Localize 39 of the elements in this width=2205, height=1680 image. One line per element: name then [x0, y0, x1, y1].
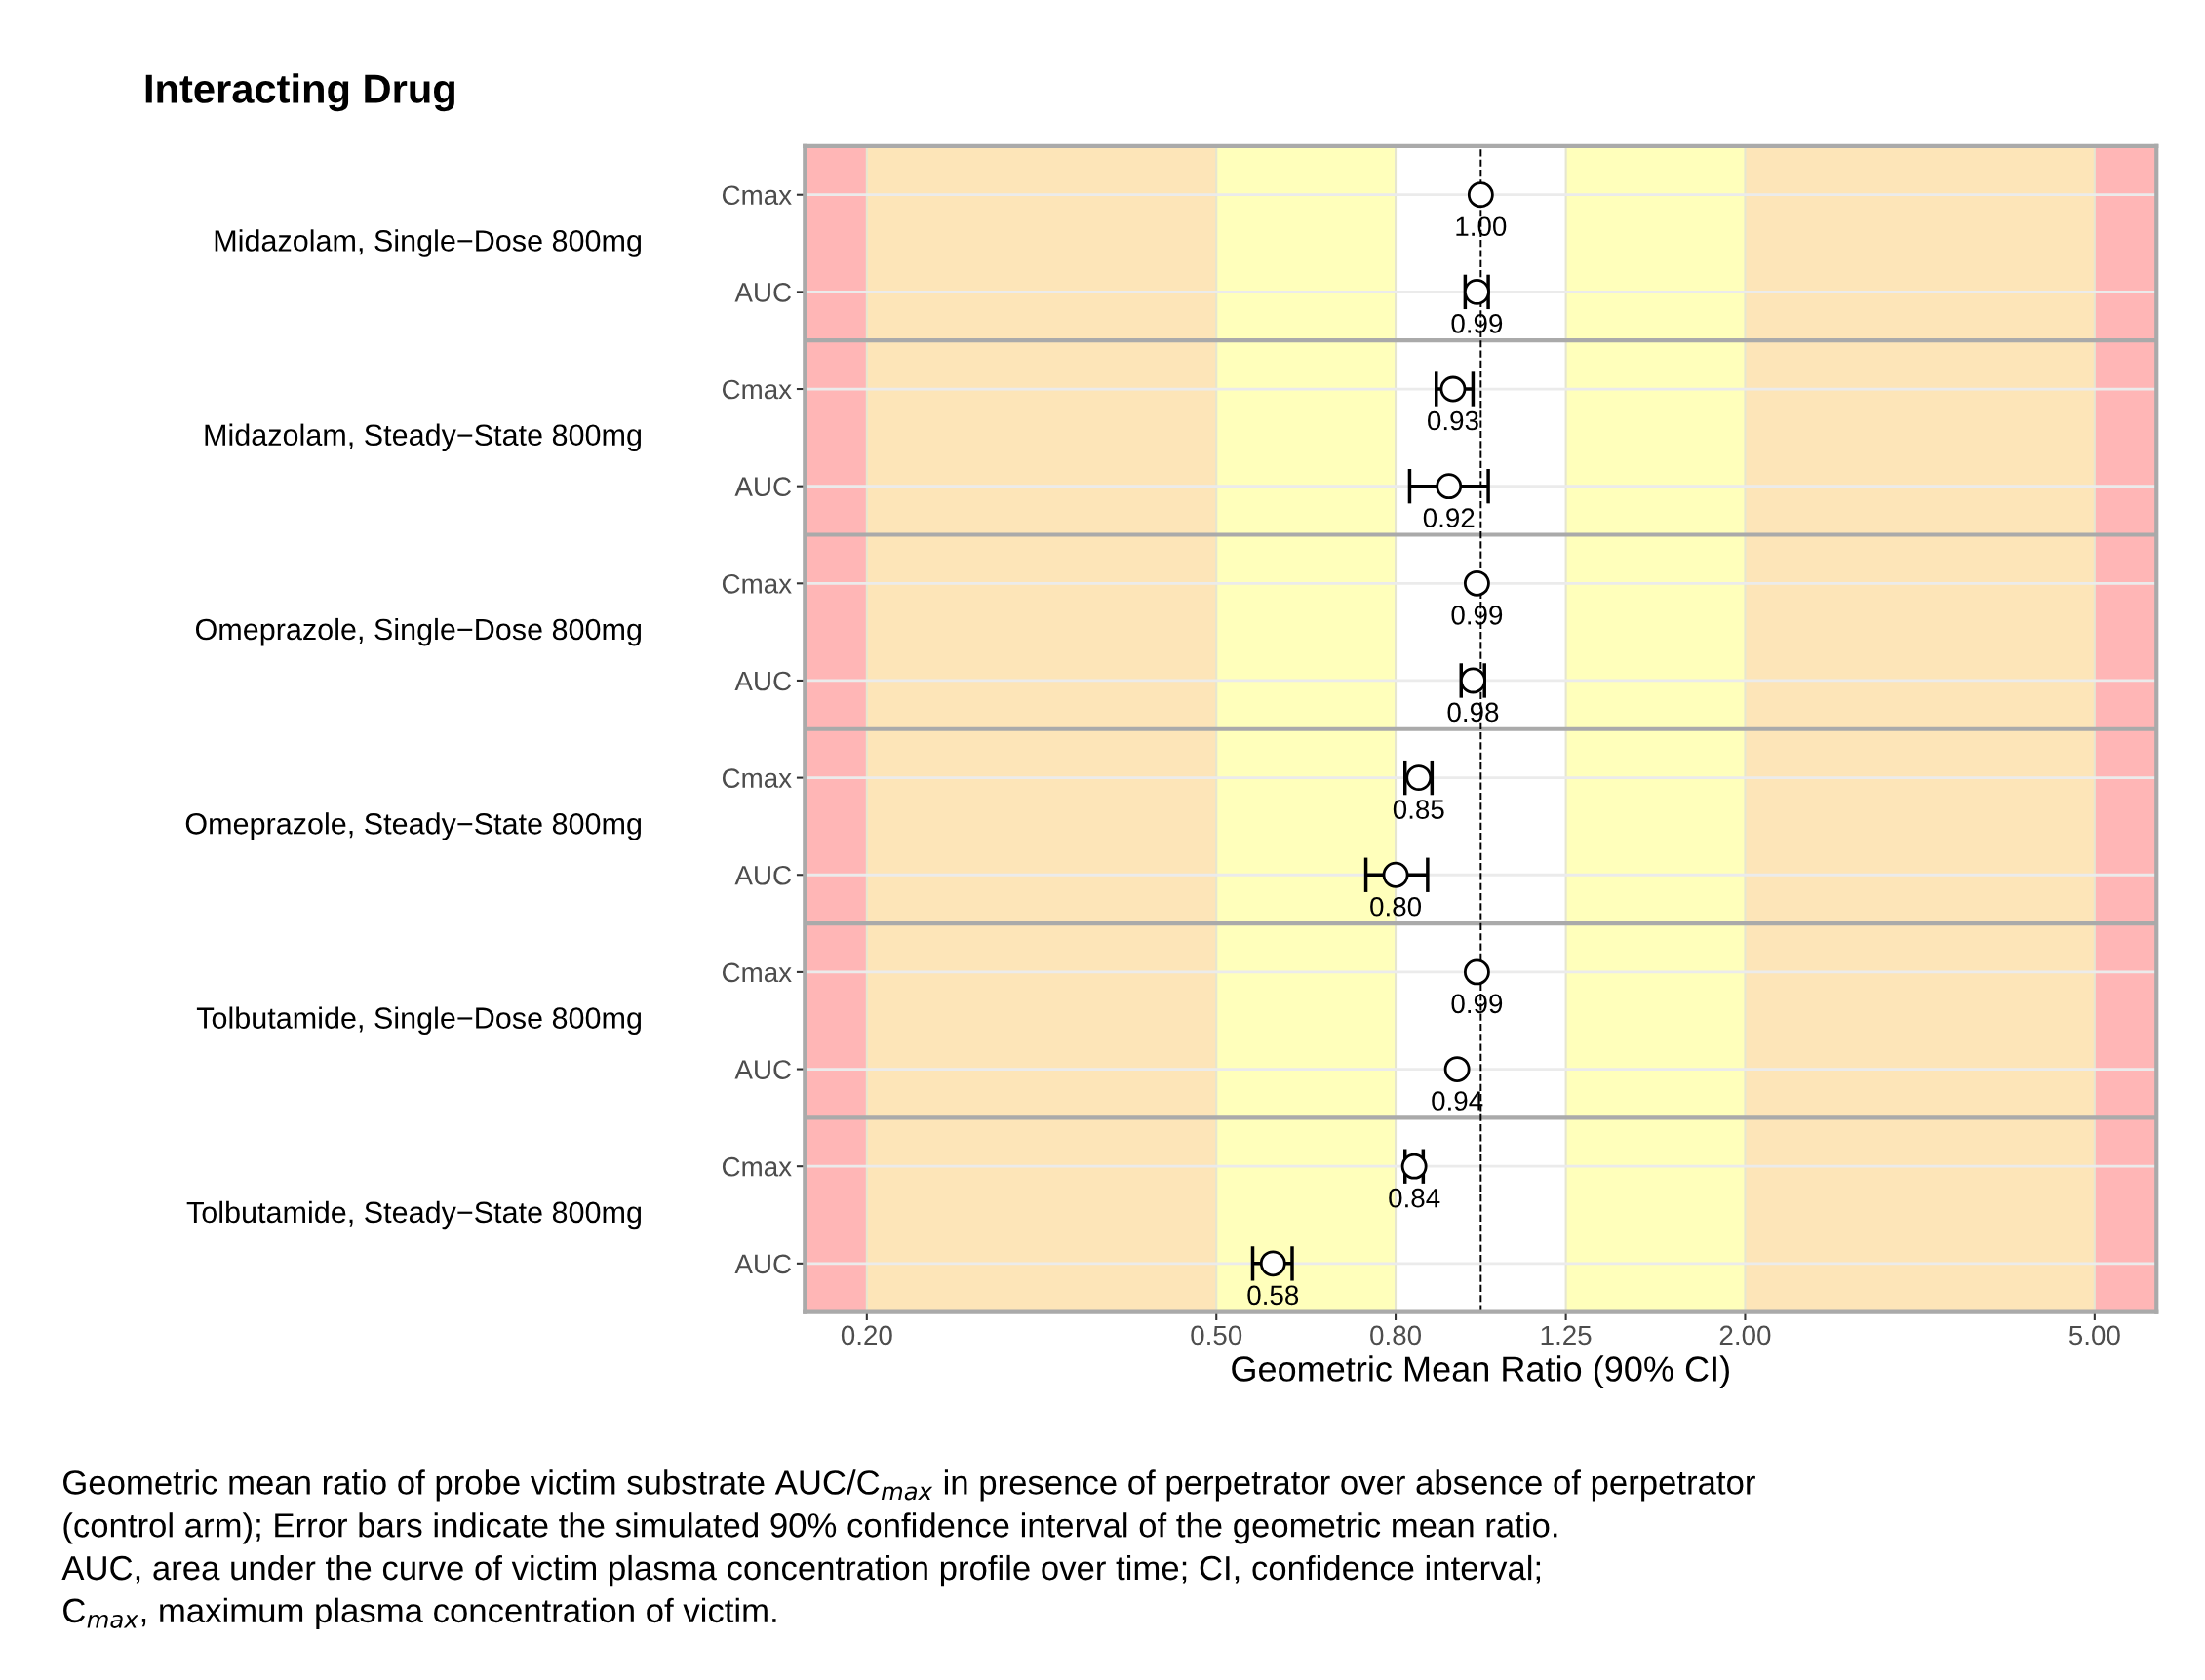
y-tick-label: AUC	[734, 283, 792, 302]
x-tick-label: 5.00	[2068, 1325, 2120, 1346]
x-tick-label: 0.80	[1370, 1325, 1422, 1346]
y-tick-label: Cmax	[722, 768, 792, 788]
data-label: 1.00	[1456, 216, 1507, 237]
data-label: 0.84	[1389, 1188, 1440, 1208]
data-label: 0.80	[1370, 896, 1422, 917]
data-label: 0.99	[1451, 605, 1503, 625]
y-tick-label: Cmax	[722, 1156, 792, 1177]
x-tick-label: 0.20	[841, 1325, 892, 1346]
y-tick-label: AUC	[734, 671, 792, 691]
text: Geometric mean ratio of probe victim substrate AUC/C$_{max}$ in presence of perpetrator over absence of perpetrator (control arm); Error bars indicate the simulated 90% confidence interval of the geometric mean ratio. AUC, area under the curve of victim plasma concentration profile over time; CI, confidence interval; C$_{max}$, maximum plasma concentration of victim.	[61, 1469, 1755, 1630]
data-label: 0.92	[1423, 508, 1475, 527]
y-tick-label: Cmax	[722, 379, 792, 400]
data-label: 0.85	[1393, 800, 1444, 819]
x-axis-title: Geometric Mean Ratio (90% CI)	[1232, 1355, 1729, 1388]
text: Omeprazole, Single−Dose 800mg	[195, 617, 641, 646]
data-label: 0.99	[1451, 994, 1503, 1014]
text: Tolbutamide, Single−Dose 800mg	[196, 1006, 641, 1035]
y-tick-label: AUC	[734, 477, 792, 496]
y-tick-label: Cmax	[722, 962, 792, 983]
text: Tolbutamide, Steady−State 800mg	[186, 1200, 642, 1230]
text: Interacting Drug	[145, 73, 454, 112]
text: Midazolam, Steady−State 800mg	[205, 423, 641, 452]
x-tick-label: 0.50	[1191, 1325, 1242, 1346]
y-tick-label: AUC	[734, 865, 792, 885]
x-tick-label: 1.25	[1541, 1325, 1592, 1346]
data-label: 0.93	[1428, 410, 1478, 431]
y-tick-label: Cmax	[722, 573, 792, 594]
data-label: 0.99	[1451, 314, 1503, 333]
data-label: 0.98	[1447, 702, 1499, 723]
text: Omeprazole, Steady−State 800mg	[185, 812, 641, 840]
y-tick-label: AUC	[734, 1254, 792, 1274]
data-label: 0.94	[1432, 1091, 1483, 1111]
y-tick-label: AUC	[734, 1060, 792, 1079]
x-tick-label: 2.00	[1719, 1325, 1771, 1346]
text: Midazolam, Single−Dose 800mg	[215, 229, 641, 257]
data-label: 0.58	[1247, 1285, 1299, 1306]
y-tick-label: Cmax	[722, 185, 792, 206]
